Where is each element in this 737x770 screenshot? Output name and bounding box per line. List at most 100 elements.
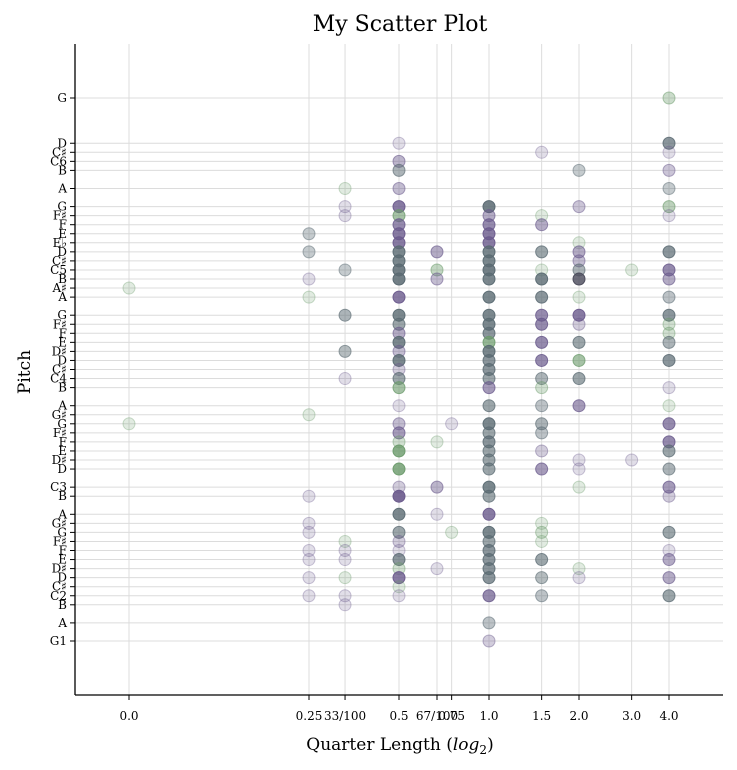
y-tick-label: F xyxy=(59,435,67,449)
data-point xyxy=(392,426,406,440)
data-point xyxy=(662,163,676,177)
data-point xyxy=(338,598,352,612)
data-point xyxy=(482,589,496,603)
data-point xyxy=(338,182,352,195)
y-tick-label: G♯ xyxy=(52,408,67,422)
y-tick-label: F xyxy=(59,326,67,340)
data-point xyxy=(338,344,352,358)
y-tick-label: E xyxy=(58,444,67,458)
data-point xyxy=(662,480,676,494)
y-tick-label: C3 xyxy=(50,480,67,494)
x-axis-label-log: log xyxy=(453,735,480,755)
data-point xyxy=(338,553,352,567)
data-point xyxy=(662,444,676,458)
x-axis-label-close: ) xyxy=(487,735,494,755)
x-tick-label: 0.0 xyxy=(119,709,138,723)
data-point xyxy=(662,245,676,259)
data-point xyxy=(302,489,316,503)
data-point xyxy=(662,353,676,367)
data-point xyxy=(662,290,676,304)
data-point xyxy=(392,381,406,395)
y-tick-label: A xyxy=(57,290,67,304)
data-point xyxy=(572,163,586,177)
y-tick-label: C5 xyxy=(50,263,67,277)
y-tick-label: G xyxy=(57,417,67,431)
data-point xyxy=(572,335,586,349)
data-point xyxy=(572,399,586,413)
data-point xyxy=(338,589,352,603)
data-point xyxy=(392,353,406,367)
data-point xyxy=(430,245,444,259)
y-tick-label: G xyxy=(57,200,67,214)
x-axis-label-main: Quarter Length ( xyxy=(306,735,453,755)
data-point xyxy=(572,317,586,331)
data-point xyxy=(392,444,406,458)
data-point xyxy=(535,589,549,603)
data-point xyxy=(302,408,316,422)
data-point xyxy=(338,308,352,322)
data-point xyxy=(535,462,549,476)
data-point xyxy=(535,290,549,304)
y-tick-label: G♯ xyxy=(52,516,67,530)
data-point xyxy=(535,553,549,567)
x-tick-label: 4.0 xyxy=(659,709,678,723)
y-tick-label: A xyxy=(57,616,67,630)
x-tick-label: 1.0 xyxy=(479,709,498,723)
data-point xyxy=(392,525,406,539)
data-point xyxy=(535,417,549,431)
data-point xyxy=(482,571,496,585)
y-tick-label: G xyxy=(57,525,67,539)
data-point xyxy=(302,290,316,304)
data-point xyxy=(392,534,406,548)
data-point xyxy=(662,209,676,223)
data-point xyxy=(482,381,496,395)
x-tick-label: 0.75 xyxy=(438,709,465,723)
data-point xyxy=(392,290,406,304)
data-point xyxy=(482,616,496,630)
data-point xyxy=(392,163,406,177)
y-tick-label: C♯ xyxy=(52,580,67,594)
data-point xyxy=(392,553,406,567)
data-point xyxy=(572,290,586,304)
y-tick-label: D xyxy=(57,353,67,367)
data-point xyxy=(662,489,676,503)
data-point xyxy=(535,381,549,395)
y-tick-label: B xyxy=(58,489,67,503)
data-point xyxy=(338,372,352,386)
y-tick-label: E xyxy=(58,227,67,241)
data-point xyxy=(392,580,406,594)
y-tick-label: E xyxy=(58,335,67,349)
data-point xyxy=(392,489,406,503)
data-point xyxy=(572,562,586,576)
data-point xyxy=(302,553,316,567)
data-point xyxy=(302,272,316,286)
y-tick-label: D♯ xyxy=(52,453,67,467)
x-tick-label: 2.0 xyxy=(569,709,588,723)
y-tick-label: D♯ xyxy=(52,562,67,576)
data-point xyxy=(430,480,444,494)
data-point xyxy=(392,462,406,476)
data-point xyxy=(338,209,352,223)
data-point xyxy=(662,272,676,286)
data-point xyxy=(430,263,444,277)
data-point xyxy=(535,534,549,548)
data-point xyxy=(535,317,549,331)
data-point xyxy=(392,182,406,195)
data-point xyxy=(572,272,586,286)
data-point xyxy=(535,525,549,539)
data-point xyxy=(392,589,406,603)
x-axis-label-base: 2 xyxy=(479,743,487,757)
data-point xyxy=(572,480,586,494)
data-point xyxy=(572,308,586,322)
y-tick-label: C♯ xyxy=(52,145,67,159)
data-point xyxy=(122,281,136,295)
data-point xyxy=(338,544,352,557)
data-point xyxy=(535,516,549,530)
data-point xyxy=(625,263,639,277)
data-point xyxy=(535,335,549,349)
data-point xyxy=(122,417,136,431)
data-point xyxy=(625,453,639,467)
y-tick-label: D xyxy=(57,245,67,259)
data-point xyxy=(392,272,406,286)
y-tick-label: E♭ xyxy=(53,236,67,250)
